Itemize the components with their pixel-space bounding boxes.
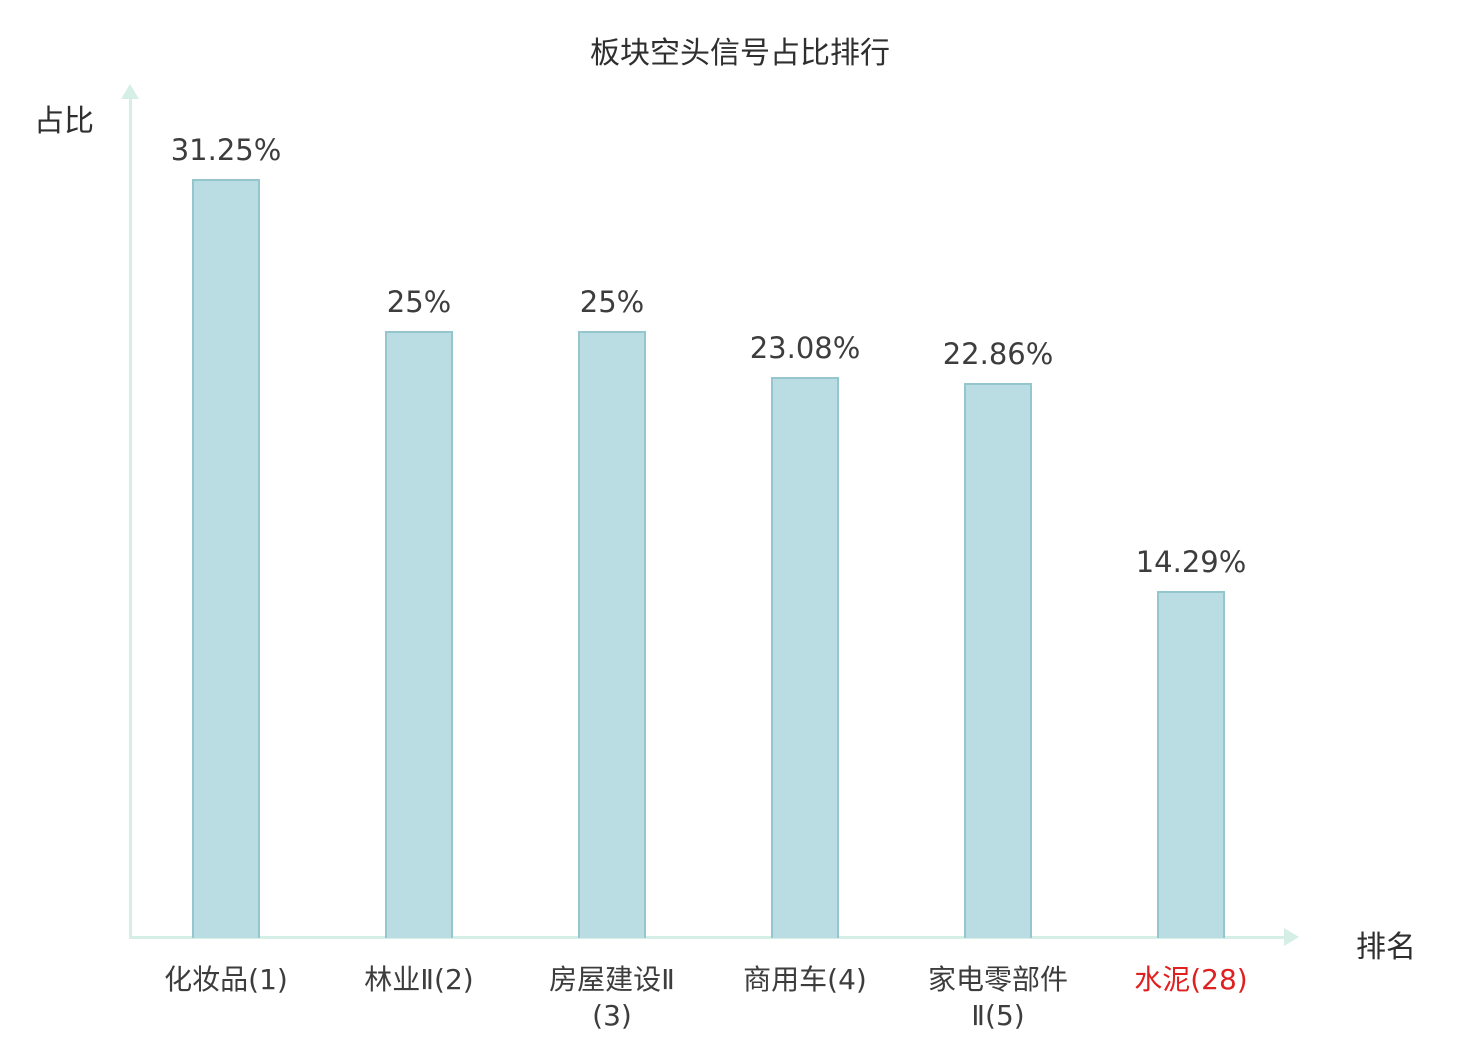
category-label-1: 化妆品(1)	[164, 963, 288, 996]
plot-area: 31.25% 25% 25% 23.08% 22.86% 14.29%	[130, 88, 1290, 938]
bar-1	[192, 179, 260, 938]
bar-2	[385, 331, 453, 938]
category-label-4: 商用车(4)	[743, 963, 867, 996]
value-label-3: 25%	[579, 285, 645, 319]
value-label-5: 22.86%	[942, 337, 1054, 371]
y-axis-line	[129, 94, 132, 939]
chart-title: 板块空头信号占比排行	[590, 36, 890, 71]
value-label-6: 14.29%	[1135, 545, 1247, 579]
value-label-4: 23.08%	[749, 331, 861, 365]
x-axis-arrow-icon	[1284, 928, 1299, 946]
bar-5	[964, 383, 1032, 938]
category-label-2: 林业Ⅱ(2)	[364, 963, 474, 996]
category-label-3: 房屋建设Ⅱ(3)	[549, 963, 675, 1033]
bar-6	[1157, 591, 1225, 938]
x-axis-label: 排名	[1356, 930, 1416, 965]
category-label-6: 水泥(28)	[1134, 963, 1248, 996]
y-axis-label: 占比	[34, 104, 94, 139]
category-label-5: 家电零部件Ⅱ(5)	[927, 963, 1068, 1033]
category-labels: 化妆品(1) 林业Ⅱ(2) 房屋建设Ⅱ(3) 商用车(4) 家电零部件Ⅱ(5) 水泥(28…	[130, 962, 1290, 1040]
y-axis-arrow-icon	[121, 84, 139, 99]
bar-3	[578, 331, 646, 938]
bar-4	[771, 377, 839, 938]
x-axis-line	[129, 936, 1287, 939]
value-label-1: 31.25%	[170, 133, 282, 167]
value-label-2: 25%	[386, 285, 452, 319]
